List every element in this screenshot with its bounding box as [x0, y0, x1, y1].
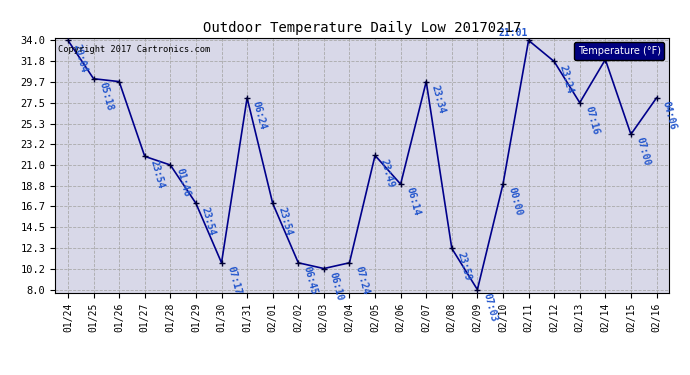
- Text: 23:24: 23:24: [558, 63, 575, 94]
- Text: 06:45: 06:45: [302, 265, 319, 296]
- Text: 23:54: 23:54: [148, 159, 166, 189]
- Text: 06:14: 06:14: [404, 186, 422, 217]
- Text: 23:54: 23:54: [276, 206, 293, 236]
- Text: 20:04: 20:04: [72, 42, 89, 74]
- Text: 00:00: 00:00: [506, 186, 524, 217]
- Text: 07:03: 07:03: [481, 292, 498, 322]
- Text: 21:01: 21:01: [498, 28, 527, 38]
- Text: 23:49: 23:49: [379, 158, 396, 189]
- Text: 23:34: 23:34: [430, 84, 447, 115]
- Legend: Temperature (°F): Temperature (°F): [573, 42, 664, 60]
- Text: 07:24: 07:24: [353, 265, 371, 296]
- Title: Outdoor Temperature Daily Low 20170217: Outdoor Temperature Daily Low 20170217: [203, 21, 522, 35]
- Text: 07:16: 07:16: [583, 105, 600, 136]
- Text: 06:24: 06:24: [250, 100, 268, 131]
- Text: 05:18: 05:18: [97, 81, 115, 112]
- Text: 23:54: 23:54: [199, 206, 217, 236]
- Text: 04:06: 04:06: [660, 100, 678, 131]
- Text: 06:10: 06:10: [328, 271, 345, 302]
- Text: 07:17: 07:17: [225, 265, 242, 296]
- Text: 23:59: 23:59: [455, 251, 473, 282]
- Text: Copyright 2017 Cartronics.com: Copyright 2017 Cartronics.com: [58, 45, 210, 54]
- Text: 07:00: 07:00: [635, 136, 652, 167]
- Text: 01:46: 01:46: [174, 167, 191, 198]
